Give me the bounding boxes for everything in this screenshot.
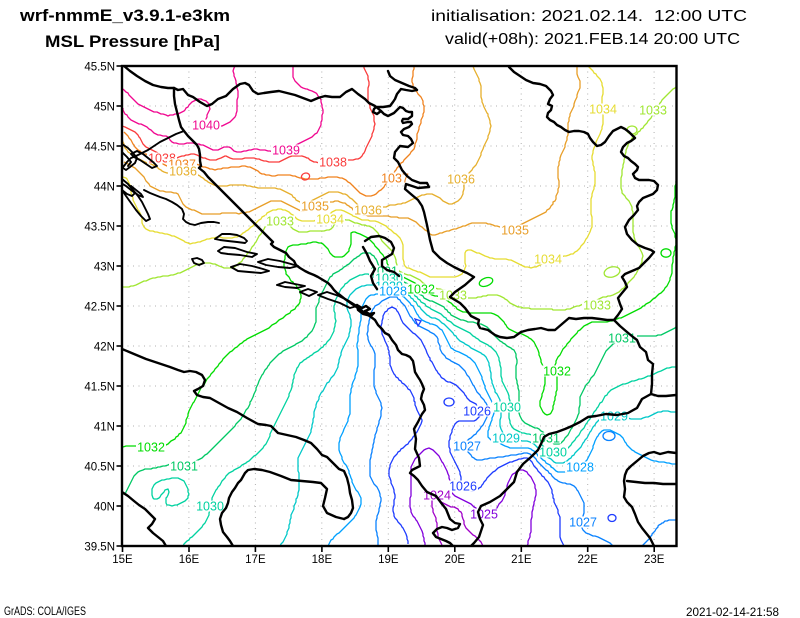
svg-text:1025: 1025 [470, 508, 498, 522]
svg-text:40N: 40N [94, 501, 115, 513]
svg-text:41.5N: 41.5N [84, 381, 115, 393]
svg-text:1032: 1032 [137, 441, 165, 455]
svg-text:19E: 19E [378, 554, 399, 566]
svg-text:1037: 1037 [381, 172, 409, 186]
svg-text:2021-02-14-21:58: 2021-02-14-21:58 [686, 605, 779, 618]
svg-text:43.5N: 43.5N [84, 221, 115, 233]
svg-text:initialisation: 2021.02.14. 1: initialisation: 2021.02.14. 12:00 UTC [431, 8, 747, 25]
svg-text:20E: 20E [445, 554, 466, 566]
svg-text:1035: 1035 [501, 224, 529, 238]
svg-text:1026: 1026 [449, 480, 477, 494]
svg-text:valid(+08h): 2021.FEB.14 20:00: valid(+08h): 2021.FEB.14 20:00 UTC [445, 31, 740, 48]
svg-text:1032: 1032 [543, 365, 571, 379]
svg-text:16E: 16E [179, 554, 200, 566]
svg-text:1034: 1034 [316, 213, 344, 227]
svg-text:23E: 23E [644, 554, 665, 566]
svg-text:43N: 43N [94, 261, 115, 273]
svg-text:44N: 44N [94, 181, 115, 193]
svg-text:1034: 1034 [534, 253, 562, 267]
svg-text:17E: 17E [245, 554, 266, 566]
svg-text:41N: 41N [94, 421, 115, 433]
svg-text:45.5N: 45.5N [84, 61, 115, 73]
svg-text:40.5N: 40.5N [84, 461, 115, 473]
svg-text:1031: 1031 [608, 332, 636, 346]
svg-text:1029: 1029 [492, 432, 520, 446]
svg-text:42N: 42N [94, 341, 115, 353]
svg-text:1034: 1034 [589, 103, 617, 117]
svg-text:1033: 1033 [583, 299, 611, 313]
svg-text:1027: 1027 [453, 440, 481, 454]
svg-text:1028: 1028 [379, 285, 407, 299]
svg-text:1028: 1028 [566, 461, 594, 475]
svg-text:21E: 21E [511, 554, 532, 566]
svg-text:1036: 1036 [354, 204, 382, 218]
svg-text:1033: 1033 [639, 104, 667, 118]
svg-text:1039: 1039 [272, 144, 300, 158]
svg-text:45N: 45N [94, 101, 115, 113]
svg-text:1030: 1030 [493, 401, 521, 415]
svg-text:1032: 1032 [407, 283, 435, 297]
svg-text:15E: 15E [112, 554, 133, 566]
svg-text:1036: 1036 [447, 173, 475, 187]
svg-text:18E: 18E [312, 554, 333, 566]
svg-text:1031: 1031 [532, 432, 560, 446]
svg-text:wrf-nmmE_v3.9.1-e3km: wrf-nmmE_v3.9.1-e3km [19, 7, 230, 25]
svg-text:44.5N: 44.5N [84, 141, 115, 153]
svg-text:1040: 1040 [192, 119, 220, 133]
svg-text:1031: 1031 [170, 460, 198, 474]
svg-text:1026: 1026 [463, 405, 491, 419]
svg-text:1027: 1027 [569, 516, 597, 530]
svg-text:1035: 1035 [301, 200, 329, 214]
svg-text:1030: 1030 [196, 500, 224, 514]
svg-text:1038: 1038 [319, 156, 347, 170]
svg-text:1029: 1029 [600, 410, 628, 424]
svg-text:42.5N: 42.5N [84, 301, 115, 313]
svg-text:1030: 1030 [539, 446, 567, 460]
svg-text:GrADS: COLA/IGES: GrADS: COLA/IGES [4, 606, 86, 618]
svg-text:MSL Pressure [hPa]: MSL Pressure [hPa] [45, 33, 220, 51]
svg-text:22E: 22E [577, 554, 598, 566]
svg-text:1033: 1033 [266, 215, 294, 229]
svg-text:39.5N: 39.5N [84, 541, 115, 553]
svg-text:1036: 1036 [169, 165, 197, 179]
